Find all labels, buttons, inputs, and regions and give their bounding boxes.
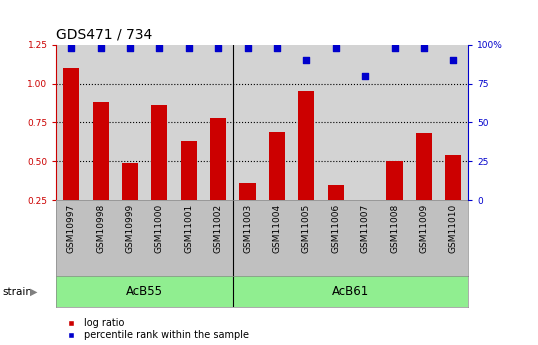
- Bar: [269, 132, 285, 200]
- Point: [273, 45, 281, 51]
- Bar: [416, 133, 432, 200]
- Bar: [298, 91, 314, 200]
- Point: [67, 45, 75, 51]
- Text: AcB55: AcB55: [126, 285, 163, 298]
- Text: GSM11004: GSM11004: [272, 204, 281, 253]
- Point: [155, 45, 164, 51]
- Bar: [357, 200, 373, 201]
- Bar: [386, 161, 402, 200]
- Bar: [93, 102, 109, 200]
- Text: GSM11007: GSM11007: [360, 204, 370, 253]
- Text: ▶: ▶: [30, 287, 37, 296]
- Bar: [181, 141, 197, 200]
- Legend: log ratio, percentile rank within the sample: log ratio, percentile rank within the sa…: [61, 318, 249, 340]
- Bar: [239, 183, 256, 200]
- Text: GSM11010: GSM11010: [449, 204, 458, 253]
- Text: GSM11001: GSM11001: [185, 204, 193, 253]
- Text: strain: strain: [3, 287, 33, 296]
- Point: [390, 45, 399, 51]
- Bar: [328, 185, 344, 200]
- Point: [420, 45, 428, 51]
- Point: [96, 45, 105, 51]
- Text: GSM11008: GSM11008: [390, 204, 399, 253]
- Point: [214, 45, 223, 51]
- Text: GSM11005: GSM11005: [302, 204, 311, 253]
- Bar: [151, 106, 167, 200]
- Point: [361, 73, 370, 79]
- Text: GDS471 / 734: GDS471 / 734: [56, 27, 153, 41]
- Bar: [445, 155, 462, 200]
- Point: [185, 45, 193, 51]
- Text: GSM10999: GSM10999: [125, 204, 134, 253]
- Text: GSM11000: GSM11000: [155, 204, 164, 253]
- Text: GSM11003: GSM11003: [243, 204, 252, 253]
- Bar: [63, 68, 79, 200]
- Text: GSM11009: GSM11009: [420, 204, 428, 253]
- Bar: [210, 118, 226, 200]
- Bar: [122, 163, 138, 200]
- Text: GSM11006: GSM11006: [331, 204, 340, 253]
- Text: GSM11002: GSM11002: [214, 204, 223, 253]
- Text: GSM10998: GSM10998: [96, 204, 105, 253]
- Point: [449, 58, 458, 63]
- Point: [126, 45, 134, 51]
- Point: [302, 58, 310, 63]
- Point: [331, 45, 340, 51]
- Point: [243, 45, 252, 51]
- Text: AcB61: AcB61: [332, 285, 369, 298]
- Text: GSM10997: GSM10997: [67, 204, 76, 253]
